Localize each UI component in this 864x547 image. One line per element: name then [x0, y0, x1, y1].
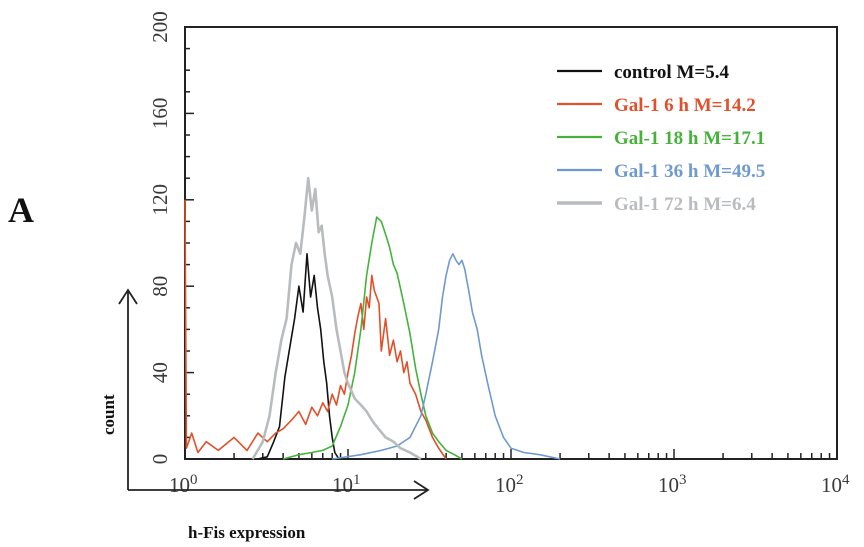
y-tick-label: 0 [148, 454, 172, 465]
x-axis-label-group: h-Fis expression [128, 480, 430, 542]
panel-letter: A [8, 190, 34, 230]
x-axis-ticks: 100 101 102 103 104 [169, 449, 850, 497]
series-line-1 [184, 199, 447, 460]
x-tick-base: 10 [658, 473, 679, 497]
y-axis-label: count [99, 394, 118, 435]
x-tick-base: 10 [821, 473, 842, 497]
x-tick-exponent: 3 [679, 472, 687, 488]
y-axis-ticks: 0 40 80 120 160 200 [148, 11, 194, 464]
y-tick-label: 80 [148, 276, 172, 297]
x-tick-label: 101 [332, 472, 361, 497]
x-tick-exponent: 1 [353, 472, 361, 488]
x-tick-label: 103 [658, 472, 687, 497]
y-axis-arrowhead [118, 288, 138, 305]
series-line-3 [332, 253, 561, 460]
x-tick-label: 104 [821, 472, 850, 497]
x-axis-arrowhead [413, 480, 430, 500]
legend-entry-4: Gal-1 72 h M=6.4 [614, 194, 756, 215]
x-tick-exponent: 0 [190, 472, 198, 488]
x-tick-base: 10 [169, 473, 190, 497]
legend: control M=5.4 Gal-1 6 h M=14.2 Gal-1 18 h … [557, 62, 765, 215]
legend-entry-1: Gal-1 6 h M=14.2 [614, 95, 756, 116]
y-tick-label: 160 [148, 98, 172, 129]
y-axis-label-group: count [99, 288, 138, 490]
y-tick-label: 40 [148, 362, 172, 383]
y-tick-label: 200 [148, 11, 172, 43]
legend-entry-3: Gal-1 36 h M=49.5 [614, 161, 765, 182]
series-line-2 [282, 216, 463, 460]
x-tick-exponent: 2 [516, 472, 524, 488]
legend-entry-2: Gal-1 18 h M=17.1 [614, 128, 765, 149]
legend-entry-0: control M=5.4 [614, 62, 729, 83]
x-tick-label: 102 [495, 472, 524, 497]
x-tick-base: 10 [495, 473, 516, 497]
series-line-4 [251, 176, 422, 461]
plot-frame [184, 26, 838, 460]
x-axis-label: h-Fis expression [188, 523, 306, 542]
series-layer [184, 176, 561, 461]
x-tick-exponent: 4 [842, 472, 850, 488]
x-tick-base: 10 [332, 473, 353, 497]
x-tick-label: 100 [169, 472, 198, 497]
y-tick-label: 120 [148, 184, 172, 216]
series-line-0 [257, 253, 340, 460]
